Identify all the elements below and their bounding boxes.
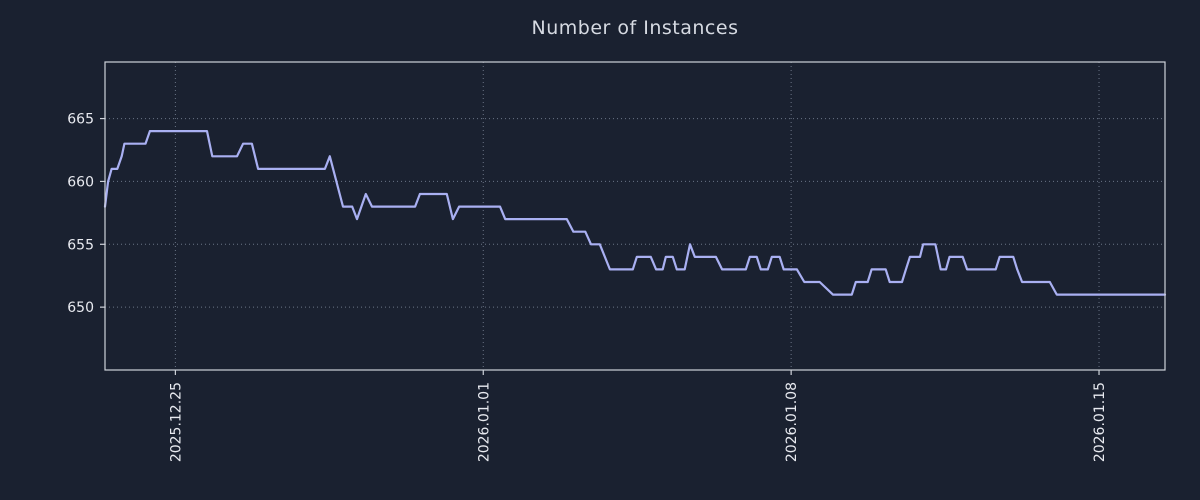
y-tick-label: 655 [67,237,94,253]
plot-border [104,61,1166,371]
y-tick-label: 660 [67,174,94,190]
x-tick-label: 2026.01.08 [784,382,800,462]
chart-title: Number of Instances [531,17,739,39]
x-tick-label: 2026.01.01 [476,382,492,462]
x-tick-label: 2025.12.25 [168,382,184,462]
y-tick-label: 650 [67,300,94,316]
x-tick-label: 2026.01.15 [1092,382,1108,462]
series-line-instances [103,130,1167,296]
y-tick-label: 665 [67,112,94,128]
